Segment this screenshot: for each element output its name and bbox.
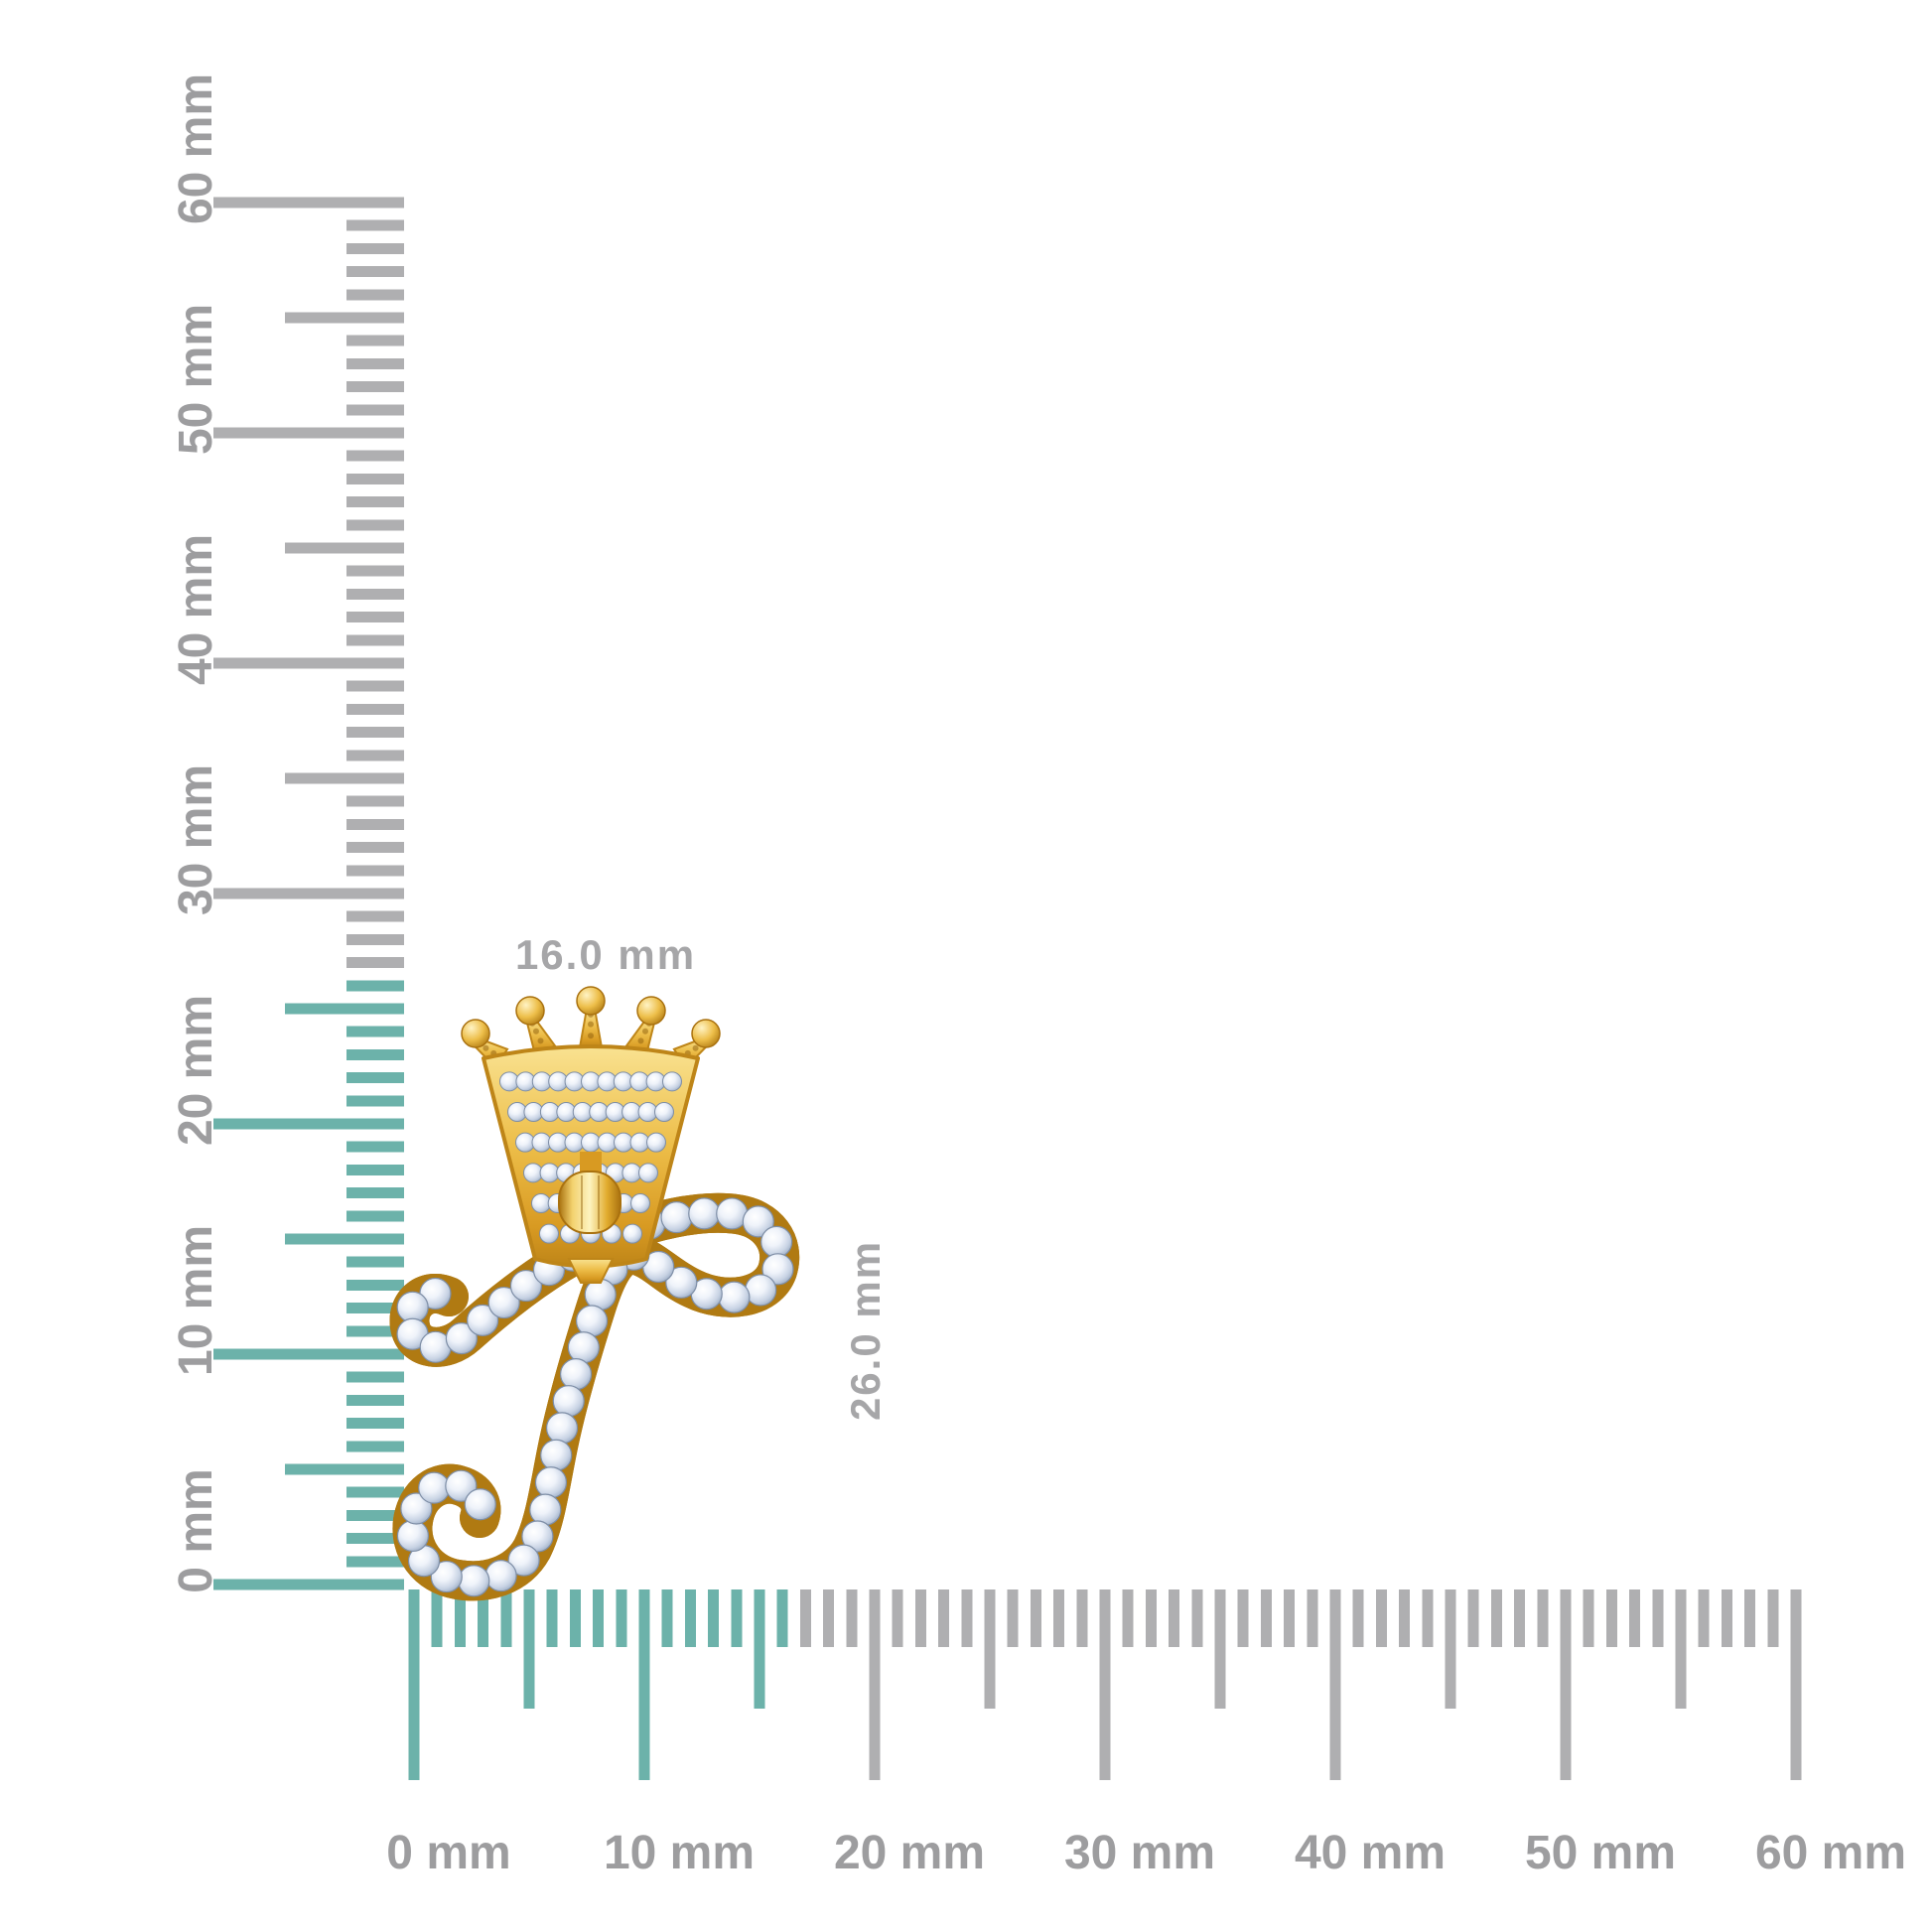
crown-ball [691, 1019, 721, 1048]
spike-dot [483, 1044, 489, 1051]
diamond-stone [567, 1331, 600, 1364]
diamond-stone [445, 1322, 478, 1355]
diamond-stone [396, 1519, 430, 1553]
crown-balls [461, 986, 721, 1048]
hinge-bail [558, 1152, 621, 1284]
crown [461, 986, 721, 1284]
spike-dot [637, 1037, 644, 1044]
spike-dot [537, 1037, 544, 1044]
diamond-stone [742, 1205, 774, 1238]
diamond-stone [630, 1193, 650, 1213]
diamond-stone [638, 1163, 658, 1183]
diamond-stone [688, 1197, 721, 1230]
horizontal-ruler-label: 0 mm [386, 1827, 510, 1879]
spike-dot [588, 1033, 594, 1039]
diamond-stone [467, 1304, 499, 1336]
diamond-stone [507, 1544, 540, 1577]
bail-post [580, 1152, 602, 1175]
diamond-stone [529, 1493, 562, 1526]
crown-ball [576, 986, 606, 1016]
diamond-stone [400, 1492, 433, 1525]
crown-ball [636, 996, 666, 1026]
diamond-stone [646, 1132, 666, 1153]
vertical-ruler-label: 20 mm [170, 995, 222, 1146]
crown-ball [515, 996, 545, 1026]
pendant: 16.0 mm 26.0 mm [397, 931, 889, 1596]
diamond-stone [531, 1193, 551, 1213]
vertical-ruler-label: 30 mm [170, 764, 222, 915]
diamond-stone [396, 1291, 429, 1323]
crown-ball [461, 1019, 490, 1048]
diamond-stone [761, 1253, 794, 1286]
horizontal-ruler-label: 60 mm [1755, 1827, 1906, 1879]
spike-dot [533, 1028, 539, 1035]
diamond-stone [540, 1439, 573, 1471]
diamond-stone [654, 1102, 674, 1122]
pendant-height-label: 26.0 mm [842, 1240, 889, 1421]
horizontal-ruler-label: 20 mm [834, 1827, 985, 1879]
diamond-stone [539, 1223, 559, 1244]
diamond-stone [545, 1412, 579, 1445]
diamond-stone [665, 1266, 698, 1299]
diamond-stone [622, 1223, 642, 1244]
diamond-stone [509, 1269, 543, 1303]
horizontal-ruler-label: 50 mm [1525, 1827, 1676, 1879]
horizontal-ruler: 0 mm 10 mm 20 mm 30 mm 40 mm 50 mm 60 mm [386, 1589, 1906, 1879]
letter-diamonds [396, 1197, 794, 1597]
diamond-stone [552, 1385, 585, 1418]
vertical-ruler-label: 40 mm [170, 534, 222, 685]
spike-dot [642, 1028, 648, 1035]
vertical-ruler-label: 10 mm [170, 1225, 222, 1376]
horizontal-ruler-label: 40 mm [1295, 1827, 1446, 1879]
diamond-stone [559, 1358, 593, 1391]
spike-dot [692, 1044, 699, 1051]
vertical-ruler-label: 0 mm [170, 1468, 222, 1592]
vertical-ruler-label: 60 mm [170, 73, 222, 224]
diamond-stone [760, 1225, 793, 1258]
diamond-stone [660, 1201, 693, 1234]
diamond-stone [534, 1466, 568, 1499]
vertical-ruler: 0 mm 10 mm 20 mm 30 mm 40 mm 50 mm 60 mm [170, 73, 404, 1593]
vertical-ruler-label: 50 mm [170, 304, 222, 455]
diamond-stone [487, 1286, 520, 1319]
pendant-width-label: 16.0 mm [515, 931, 696, 978]
diamond-stone [521, 1520, 554, 1553]
diamond-stone [662, 1071, 682, 1092]
diamond-stone [484, 1560, 517, 1592]
horizontal-ruler-label: 30 mm [1064, 1827, 1215, 1879]
diamond-stone [418, 1471, 451, 1504]
horizontal-ruler-label: 10 mm [604, 1827, 755, 1879]
crown-neck [567, 1258, 615, 1284]
bail-barrel [558, 1171, 621, 1234]
diamond-stone [575, 1305, 609, 1337]
diamond-stone [718, 1281, 751, 1313]
spike-dot [588, 1021, 594, 1028]
diamond-stone [464, 1488, 496, 1521]
diamond-stone [458, 1565, 490, 1597]
diamond-stone [745, 1274, 777, 1307]
diamond-stone [430, 1560, 463, 1593]
